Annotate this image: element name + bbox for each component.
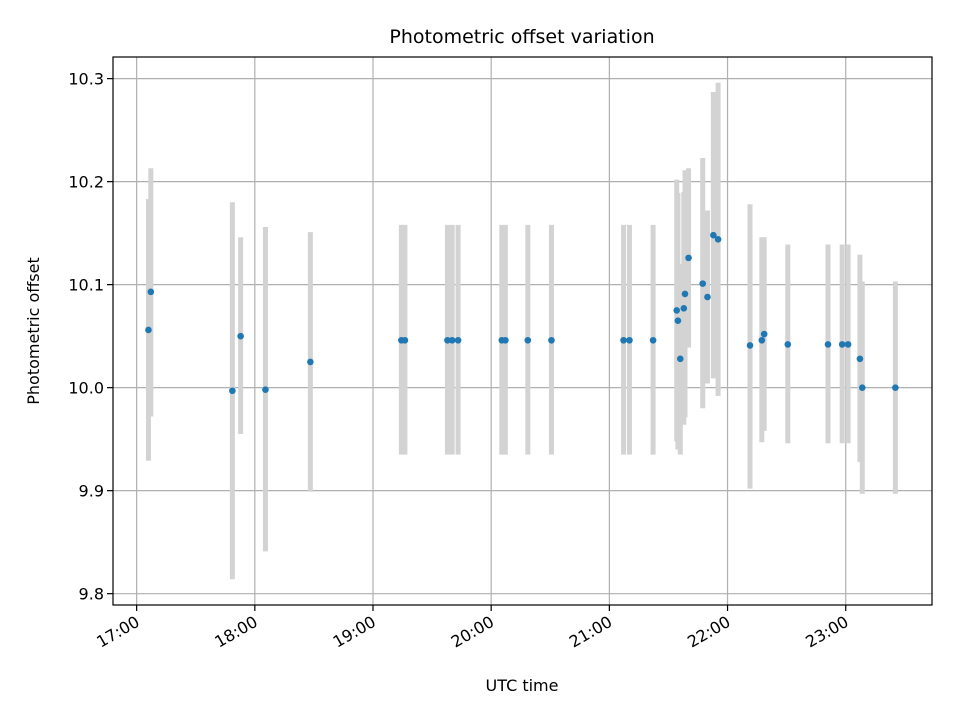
data-point (548, 336, 555, 344)
x-axis-label: UTC time (486, 676, 559, 695)
x-axis-ticks: 17:00 18:00 19:00 20:00 21:00 22:00 23:00 (93, 605, 852, 652)
data-point (784, 341, 792, 348)
data-point (681, 290, 689, 298)
x-tick-label: 22:00 (684, 612, 733, 652)
y-axis-label: Photometric offset (24, 257, 43, 405)
y-axis-ticks: 9.8 9.9 10.0 10.1 10.2 10.3 (68, 70, 113, 604)
data-point (229, 387, 236, 395)
errorbar-layer (145, 82, 898, 580)
data-point (676, 355, 684, 363)
data-point (502, 336, 509, 344)
x-tick-label: 21:00 (566, 612, 615, 652)
data-point (620, 336, 627, 344)
data-point (147, 288, 155, 296)
data-point (704, 293, 711, 301)
data-point (710, 231, 717, 239)
data-point (307, 358, 314, 366)
y-tick-label: 9.8 (79, 585, 104, 604)
data-point (858, 384, 866, 391)
point-layer (145, 231, 899, 395)
data-point (844, 341, 852, 348)
y-tick-label: 10.3 (68, 70, 104, 89)
data-point (746, 342, 754, 349)
data-point (401, 336, 409, 344)
x-tick-label: 18:00 (211, 612, 260, 652)
data-point (444, 336, 451, 344)
data-point (448, 336, 456, 344)
data-point (680, 305, 688, 312)
plot-frame (112, 56, 933, 606)
data-point (626, 336, 633, 344)
data-point (454, 336, 462, 344)
data-point (856, 355, 864, 363)
data-point (699, 280, 707, 287)
data-point (524, 336, 532, 344)
data-point (758, 336, 766, 344)
x-tick-label: 20:00 (448, 612, 497, 652)
data-point (892, 384, 899, 391)
data-point (760, 330, 768, 338)
x-tick-label: 23:00 (802, 612, 851, 652)
data-point (685, 254, 692, 262)
y-tick-label: 10.2 (68, 173, 104, 192)
data-point (237, 332, 244, 340)
data-point (145, 326, 152, 334)
data-point (649, 336, 657, 344)
grid-layer (113, 57, 932, 605)
data-point (714, 236, 722, 243)
x-tick-label: 19:00 (330, 612, 379, 652)
x-tick-label: 17:00 (93, 612, 142, 652)
chart-title: Photometric offset variation (389, 26, 654, 48)
y-tick-label: 9.9 (79, 482, 104, 501)
y-tick-label: 10.0 (68, 379, 104, 398)
data-point (673, 307, 681, 314)
data-point (674, 317, 682, 324)
y-tick-label: 10.1 (68, 276, 104, 295)
data-point (824, 341, 832, 348)
data-point (838, 341, 846, 348)
data-point (262, 386, 269, 394)
